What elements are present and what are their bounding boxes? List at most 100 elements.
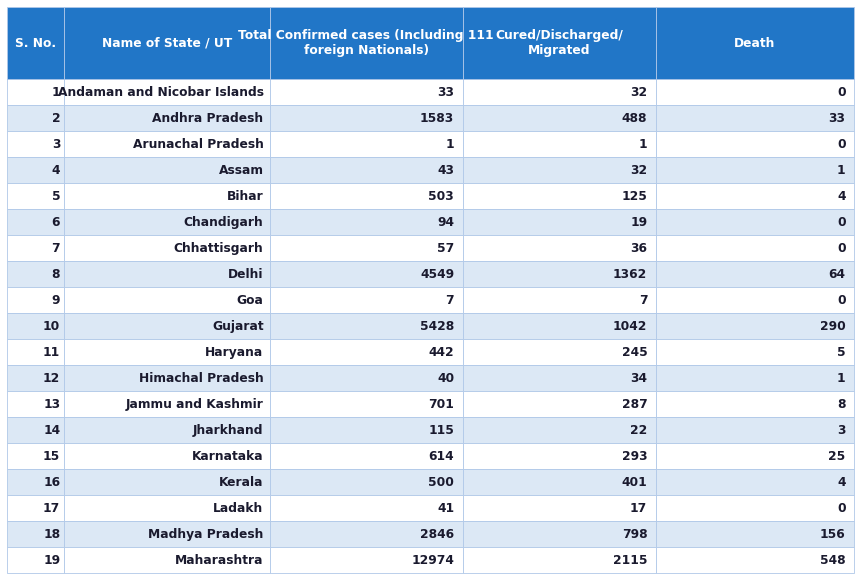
Text: Maharashtra: Maharashtra [175, 554, 263, 567]
Bar [7, 105, 65, 131]
Bar [65, 547, 269, 573]
Bar [462, 79, 656, 105]
Text: 1362: 1362 [613, 268, 647, 281]
Bar [7, 417, 65, 443]
Bar [656, 7, 854, 79]
Bar [656, 79, 854, 105]
Text: 17: 17 [43, 502, 60, 515]
Text: 57: 57 [437, 242, 454, 255]
Text: Karnataka: Karnataka [192, 450, 263, 463]
Bar [65, 131, 269, 157]
Text: 12974: 12974 [412, 554, 454, 567]
Text: 32: 32 [630, 86, 647, 99]
Bar [65, 261, 269, 287]
Bar [656, 391, 854, 417]
Bar [7, 443, 65, 469]
Text: 0: 0 [837, 502, 846, 515]
Bar [65, 365, 269, 391]
Text: 13: 13 [43, 398, 60, 411]
Bar [269, 235, 462, 261]
Text: 115: 115 [428, 424, 454, 437]
Text: Chandigarh: Chandigarh [183, 216, 263, 229]
Text: Arunachal Pradesh: Arunachal Pradesh [133, 138, 263, 151]
Text: 14: 14 [43, 424, 60, 437]
Text: Kerala: Kerala [219, 476, 263, 489]
Text: Gujarat: Gujarat [212, 320, 263, 333]
Bar [7, 261, 65, 287]
Bar [269, 209, 462, 235]
Text: 1: 1 [52, 86, 60, 99]
Bar [462, 495, 656, 521]
Text: 290: 290 [820, 320, 846, 333]
Text: 503: 503 [428, 190, 454, 203]
Text: S. No.: S. No. [15, 36, 56, 50]
Text: 4: 4 [52, 164, 60, 177]
Text: 4: 4 [837, 190, 846, 203]
Text: 488: 488 [622, 112, 647, 125]
Text: Andaman and Nicobar Islands: Andaman and Nicobar Islands [58, 86, 263, 99]
Bar [656, 495, 854, 521]
Text: 41: 41 [437, 502, 454, 515]
Text: 245: 245 [622, 346, 647, 359]
Text: 4: 4 [837, 476, 846, 489]
Text: Andhra Pradesh: Andhra Pradesh [152, 112, 263, 125]
Text: 1583: 1583 [420, 112, 454, 125]
Text: Jharkhand: Jharkhand [193, 424, 263, 437]
Bar [462, 131, 656, 157]
Bar [656, 209, 854, 235]
Bar [7, 157, 65, 183]
Text: 156: 156 [820, 528, 846, 541]
Bar [656, 443, 854, 469]
Bar [7, 547, 65, 573]
Bar [65, 183, 269, 209]
Bar [656, 469, 854, 495]
Bar [462, 209, 656, 235]
Text: 22: 22 [630, 424, 647, 437]
Bar [656, 521, 854, 547]
Text: 3: 3 [52, 138, 60, 151]
Bar [65, 313, 269, 339]
Text: Himachal Pradesh: Himachal Pradesh [139, 372, 263, 385]
Bar [269, 7, 462, 79]
Text: Total Confirmed cases (Including 111
foreign Nationals): Total Confirmed cases (Including 111 for… [238, 29, 494, 57]
Text: 43: 43 [437, 164, 454, 177]
Bar [65, 287, 269, 313]
Bar [7, 235, 65, 261]
Bar [656, 313, 854, 339]
Bar [269, 391, 462, 417]
Bar [462, 7, 656, 79]
Bar [462, 443, 656, 469]
Bar [656, 183, 854, 209]
Bar [65, 521, 269, 547]
Text: Madhya Pradesh: Madhya Pradesh [148, 528, 263, 541]
Bar [269, 417, 462, 443]
Text: 2: 2 [52, 112, 60, 125]
Text: 2846: 2846 [420, 528, 454, 541]
Bar [269, 261, 462, 287]
Bar [462, 183, 656, 209]
Text: 94: 94 [437, 216, 454, 229]
Bar [7, 469, 65, 495]
Bar [269, 443, 462, 469]
Bar [7, 131, 65, 157]
Bar [269, 105, 462, 131]
Text: Death: Death [734, 36, 776, 50]
Text: 614: 614 [429, 450, 454, 463]
Bar [7, 391, 65, 417]
Text: 16: 16 [43, 476, 60, 489]
Text: 19: 19 [43, 554, 60, 567]
Text: 125: 125 [622, 190, 647, 203]
Text: 3: 3 [837, 424, 846, 437]
Bar [462, 287, 656, 313]
Text: Jammu and Kashmir: Jammu and Kashmir [126, 398, 263, 411]
Bar [462, 391, 656, 417]
Bar [7, 313, 65, 339]
Bar [65, 235, 269, 261]
Text: 4549: 4549 [420, 268, 454, 281]
Text: 293: 293 [622, 450, 647, 463]
Text: 701: 701 [428, 398, 454, 411]
Bar [462, 313, 656, 339]
Bar [7, 209, 65, 235]
Text: 401: 401 [622, 476, 647, 489]
Text: 2115: 2115 [613, 554, 647, 567]
